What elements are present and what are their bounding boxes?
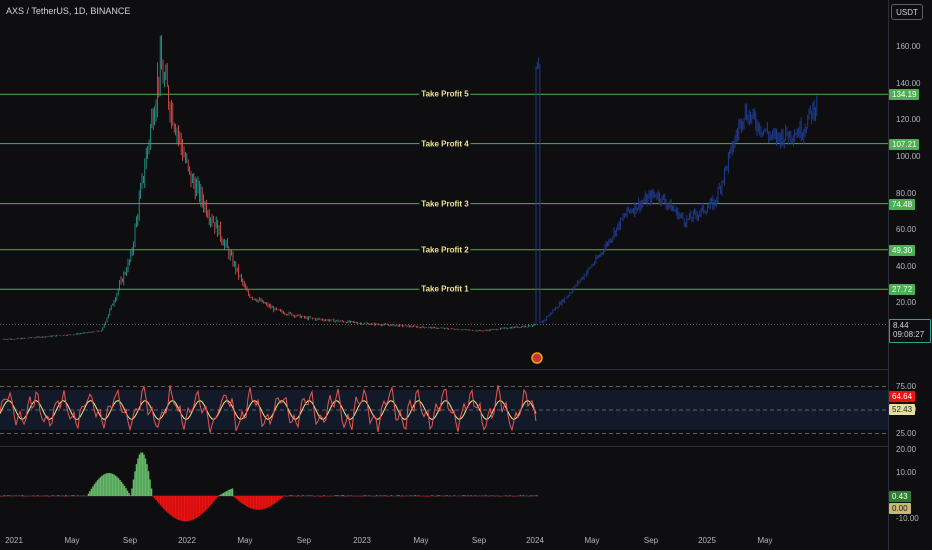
time-tick-label: May — [64, 536, 80, 545]
take-profit-label: Take Profit 4 — [419, 139, 471, 149]
macd-histogram-tag: 0.43 — [889, 491, 911, 502]
macd-tick-label: 20.00 — [896, 445, 917, 454]
macd-tick-label: -10.00 — [896, 514, 919, 523]
take-profit-value-tag: 49.30 — [889, 244, 916, 256]
time-tick-label: May — [584, 536, 600, 545]
pane-divider-macd[interactable] — [0, 446, 888, 447]
rsi-tick-label: 25.00 — [896, 428, 917, 438]
rsi-ma-tag: 52.43 — [889, 404, 916, 415]
price-tick-label: 60.00 — [896, 225, 917, 235]
price-tick-label: 20.00 — [896, 298, 917, 308]
time-tick-label: Sep — [122, 536, 138, 545]
time-tick-label: Sep — [471, 536, 487, 545]
time-tick-label: May — [757, 536, 773, 545]
price-tick-label: 40.00 — [896, 261, 917, 271]
price-tick-label: 100.00 — [896, 151, 921, 161]
time-tick-label: 2023 — [353, 536, 371, 545]
macd-signal-tag: 0.00 — [889, 503, 911, 514]
time-tick-label: 2025 — [698, 536, 716, 545]
current-price-value: 8.44 — [893, 321, 909, 330]
price-tick-label: 80.00 — [896, 188, 917, 198]
price-axis-border — [888, 0, 889, 550]
time-tick-label: May — [413, 536, 429, 545]
take-profit-label: Take Profit 5 — [419, 89, 471, 99]
take-profit-label: Take Profit 2 — [419, 245, 471, 255]
time-tick-label: 2021 — [5, 536, 23, 545]
price-tick-label: 120.00 — [896, 115, 921, 125]
time-tick-label: Sep — [296, 536, 312, 545]
take-profit-value-tag: 27.72 — [889, 284, 916, 296]
time-tick-label: 2024 — [526, 536, 544, 545]
time-tick-label: May — [237, 536, 253, 545]
take-profit-label: Take Profit 1 — [419, 284, 471, 294]
current-price-countdown: 09:08:27 — [893, 330, 925, 339]
rsi-line — [0, 385, 537, 433]
time-tick-label: 2022 — [178, 536, 196, 545]
symbol-title: AXS / TetherUS, 1D, BINANCE — [6, 6, 131, 16]
macd-tick-label: 10.00 — [896, 468, 917, 477]
price-tick-label: 160.00 — [896, 42, 921, 51]
price-tick-label: 140.00 — [896, 78, 921, 88]
take-profit-label: Take Profit 3 — [419, 199, 471, 209]
take-profit-value-tag: 134.19 — [889, 89, 920, 101]
rsi-tick-label: 75.00 — [896, 381, 917, 391]
rsi-ma-line — [0, 400, 537, 420]
rsi-value-tag: 64.64 — [889, 391, 916, 402]
flag-icon — [531, 352, 543, 364]
take-profit-value-tag: 74.48 — [889, 198, 916, 210]
time-tick-label: Sep — [643, 536, 659, 545]
current-price-tag: 8.44 09:08:27 — [889, 319, 931, 343]
pane-divider-rsi[interactable] — [0, 369, 888, 370]
take-profit-value-tag: 107.21 — [889, 138, 920, 150]
currency-button[interactable]: USDT — [891, 4, 923, 20]
